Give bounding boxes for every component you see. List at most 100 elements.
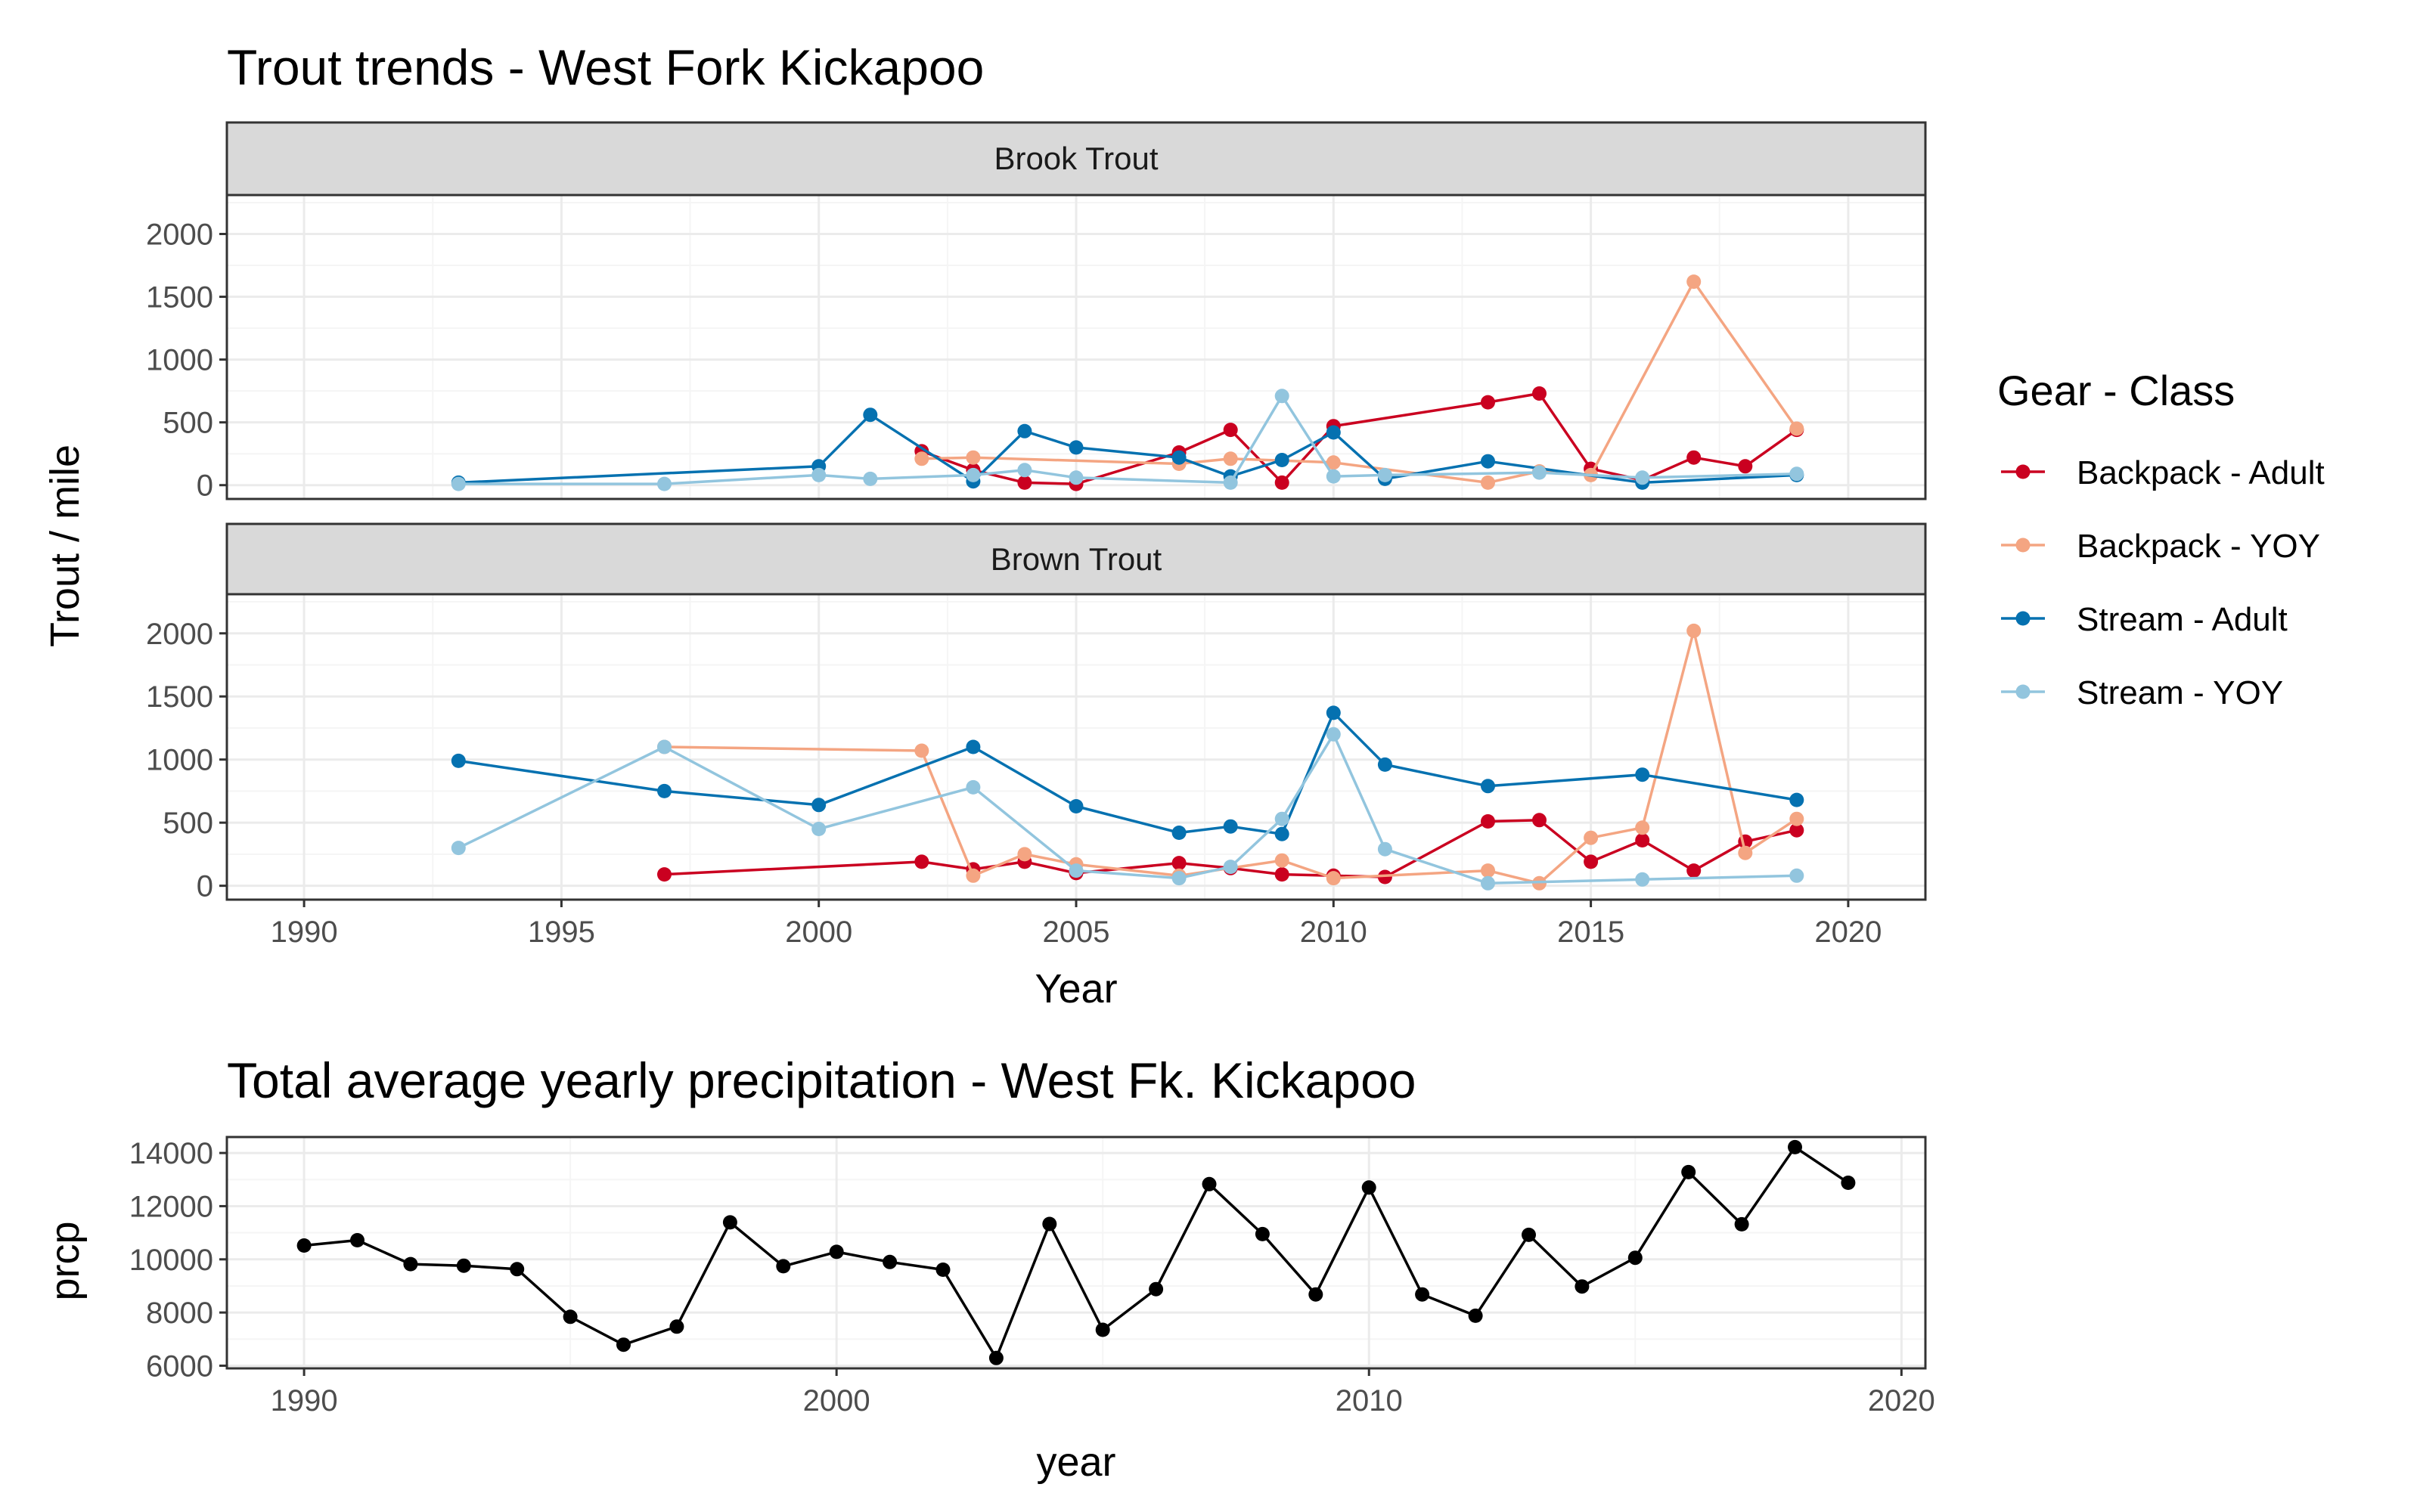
precip-point-series bbox=[1361, 1180, 1376, 1195]
brook-trout-point-backpack-adult bbox=[1686, 450, 1702, 465]
brown-trout-point-backpack-yoy bbox=[1326, 871, 1341, 886]
brook-trout-point-stream-yoy bbox=[1789, 466, 1804, 482]
brook-trout-point-stream-yoy bbox=[1326, 469, 1341, 484]
brook-trout-y-tick-label: 1500 bbox=[146, 281, 213, 314]
precip-x-axis-tick-label: 2000 bbox=[803, 1384, 870, 1418]
brook-trout-point-stream-adult bbox=[1171, 450, 1187, 465]
precip-x-axis-tick-label: 1990 bbox=[271, 1384, 338, 1418]
trout-x-axis-tick-label: 1990 bbox=[271, 916, 338, 949]
facet-strip-brook: Brook Trout bbox=[225, 121, 1927, 197]
brown-trout-point-backpack-yoy bbox=[1274, 853, 1289, 868]
legend-key-point-backpack-adult bbox=[2015, 464, 2031, 479]
precip-point-series bbox=[1788, 1139, 1802, 1154]
precip-point-series bbox=[563, 1309, 578, 1325]
brown-trout-point-stream-yoy bbox=[811, 822, 827, 836]
trout-x-axis-tick-label: 2005 bbox=[1043, 916, 1110, 949]
brown-trout-point-stream-adult bbox=[1069, 799, 1084, 813]
precip-point-series bbox=[988, 1350, 1004, 1365]
legend-label-stream-yoy: Stream - YOY bbox=[2077, 674, 2283, 711]
brook-trout-point-stream-adult bbox=[1274, 453, 1289, 467]
brown-trout-y-tick-label: 1500 bbox=[146, 680, 213, 714]
brown-trout-point-backpack-yoy bbox=[1635, 820, 1650, 835]
brook-trout-point-backpack-adult bbox=[1274, 475, 1289, 490]
facet-strip-brook-background bbox=[225, 121, 1927, 197]
facet-strip-brown: Brown Trout bbox=[225, 522, 1927, 596]
brook-trout-point-stream-adult bbox=[863, 407, 878, 423]
brook-trout-point-stream-adult bbox=[1017, 423, 1032, 438]
brook-trout-panel: 0 500 1000 1500 2000 bbox=[146, 194, 1927, 503]
trout-y-axis-title: Trout / mile bbox=[42, 445, 88, 647]
brown-trout-point-stream-adult bbox=[966, 739, 981, 754]
brook-trout-point-stream-yoy bbox=[1069, 470, 1084, 485]
brown-trout-point-backpack-adult bbox=[1171, 856, 1187, 871]
facet-strip-brown-background bbox=[225, 522, 1927, 596]
brook-trout-line-backpack-yoy bbox=[921, 280, 1798, 485]
precip-panel: 6000 8000 10000 12000 14000 bbox=[129, 1136, 1927, 1383]
brown-trout-point-backpack-yoy bbox=[966, 868, 981, 883]
brook-trout-point-backpack-yoy bbox=[966, 450, 981, 465]
precip-chart-title: Total average yearly precipitation - Wes… bbox=[227, 1052, 1416, 1108]
brown-trout-point-backpack-yoy bbox=[1686, 623, 1702, 638]
brook-trout-y-tick-label: 2000 bbox=[146, 218, 213, 251]
precip-point-series bbox=[1734, 1216, 1749, 1232]
precip-point-series bbox=[350, 1233, 365, 1247]
legend-key-point-stream-yoy bbox=[2015, 684, 2031, 699]
brook-trout-point-stream-yoy bbox=[1635, 470, 1650, 485]
brown-trout-point-backpack-adult bbox=[657, 867, 672, 882]
precip-border bbox=[225, 1136, 1927, 1370]
brown-trout-point-stream-yoy bbox=[1377, 841, 1392, 857]
precip-point-series bbox=[510, 1262, 525, 1277]
precip-gridlines bbox=[227, 1137, 1925, 1368]
brook-trout-point-stream-yoy bbox=[1017, 463, 1032, 478]
brook-trout-point-stream-yoy bbox=[451, 476, 466, 491]
brown-trout-point-stream-yoy bbox=[1274, 811, 1289, 826]
brook-trout-point-backpack-yoy bbox=[914, 451, 929, 466]
brook-trout-point-backpack-yoy bbox=[1789, 421, 1804, 436]
precip-x-axis-tick-label: 2020 bbox=[1868, 1384, 1935, 1418]
legend: Gear - Class Backpack - Adult Backpack - … bbox=[1997, 367, 2325, 711]
brook-trout-point-stream-yoy bbox=[863, 471, 878, 486]
legend-item-backpack-adult: Backpack - Adult bbox=[2001, 454, 2325, 491]
legend-item-backpack-yoy: Backpack - YOY bbox=[2001, 528, 2320, 565]
facet-strip-brook-label: Brook Trout bbox=[994, 141, 1158, 176]
brook-trout-point-stream-yoy bbox=[1274, 389, 1289, 404]
precip-point-series bbox=[776, 1259, 791, 1274]
precip-point-series bbox=[1095, 1322, 1110, 1337]
trout-x-axis-tick-label: 1995 bbox=[528, 916, 595, 949]
brown-trout-y-tick-label: 500 bbox=[163, 807, 213, 840]
precip-series bbox=[296, 1139, 1856, 1365]
brown-trout-point-stream-adult bbox=[1326, 705, 1341, 720]
brook-trout-point-backpack-yoy bbox=[1481, 475, 1495, 490]
precip-x-axis-tick-label: 2010 bbox=[1336, 1384, 1403, 1418]
precip-x-axis: 1990 2000 2010 2020 bbox=[271, 1368, 1935, 1418]
brook-trout-point-stream-yoy bbox=[1223, 475, 1238, 490]
brown-trout-point-stream-yoy bbox=[1635, 872, 1650, 887]
legend-key-point-stream-adult bbox=[2015, 611, 2031, 626]
brook-trout-border bbox=[225, 194, 1927, 500]
brook-trout-line-stream-adult bbox=[458, 413, 1797, 485]
brown-trout-point-backpack-adult bbox=[1635, 833, 1650, 847]
brown-trout-point-backpack-yoy bbox=[914, 743, 929, 758]
brown-trout-point-stream-yoy bbox=[451, 841, 466, 856]
brown-trout-point-stream-yoy bbox=[966, 779, 981, 795]
brook-trout-point-stream-yoy bbox=[657, 476, 672, 491]
precip-y-tick-label: 12000 bbox=[129, 1190, 213, 1223]
brook-trout-y-tick-label: 500 bbox=[163, 407, 213, 440]
facet-strip-brown-label: Brown Trout bbox=[991, 541, 1162, 577]
precip-point-series bbox=[722, 1215, 737, 1230]
legend-title: Gear - Class bbox=[1997, 367, 2235, 414]
precip-point-series bbox=[616, 1337, 631, 1352]
brown-trout-point-stream-yoy bbox=[1171, 871, 1187, 886]
brown-trout-point-stream-adult bbox=[1377, 757, 1392, 772]
precip-point-series bbox=[1841, 1176, 1856, 1190]
brown-trout-point-stream-adult bbox=[811, 798, 827, 813]
brown-trout-point-backpack-adult bbox=[1584, 854, 1599, 869]
brook-trout-series bbox=[451, 274, 1804, 491]
brown-trout-point-stream-adult bbox=[1481, 779, 1495, 794]
brook-trout-y-tick-label: 1000 bbox=[146, 344, 213, 377]
brown-trout-point-backpack-adult bbox=[914, 854, 929, 869]
precip-point-series bbox=[1681, 1164, 1696, 1179]
precip-point-series bbox=[1308, 1287, 1323, 1302]
precip-point-series bbox=[1415, 1287, 1430, 1302]
